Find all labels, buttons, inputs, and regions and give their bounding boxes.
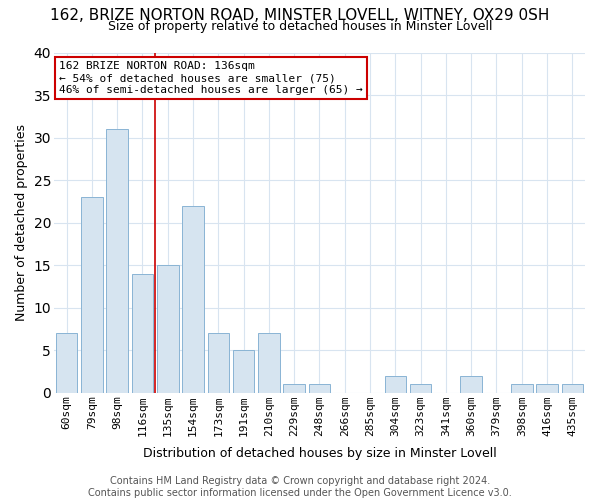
Bar (511, 384, 533, 392)
Bar (562, 384, 583, 392)
Bar (132, 274, 153, 392)
Bar (106, 130, 128, 392)
Bar (385, 376, 406, 392)
Text: Size of property relative to detached houses in Minster Lovell: Size of property relative to detached ho… (108, 20, 492, 33)
Bar (56, 333, 77, 392)
Bar (536, 384, 558, 392)
Text: 162, BRIZE NORTON ROAD, MINSTER LOVELL, WITNEY, OX29 0SH: 162, BRIZE NORTON ROAD, MINSTER LOVELL, … (50, 8, 550, 22)
Bar (81, 198, 103, 392)
Bar (309, 384, 330, 392)
Bar (258, 333, 280, 392)
Bar (460, 376, 482, 392)
Bar (283, 384, 305, 392)
Bar (182, 206, 204, 392)
X-axis label: Distribution of detached houses by size in Minster Lovell: Distribution of detached houses by size … (143, 447, 496, 460)
Text: Contains HM Land Registry data © Crown copyright and database right 2024.
Contai: Contains HM Land Registry data © Crown c… (88, 476, 512, 498)
Bar (157, 266, 179, 392)
Text: 162 BRIZE NORTON ROAD: 136sqm
← 54% of detached houses are smaller (75)
46% of s: 162 BRIZE NORTON ROAD: 136sqm ← 54% of d… (59, 62, 363, 94)
Bar (233, 350, 254, 393)
Bar (208, 333, 229, 392)
Y-axis label: Number of detached properties: Number of detached properties (15, 124, 28, 322)
Bar (410, 384, 431, 392)
